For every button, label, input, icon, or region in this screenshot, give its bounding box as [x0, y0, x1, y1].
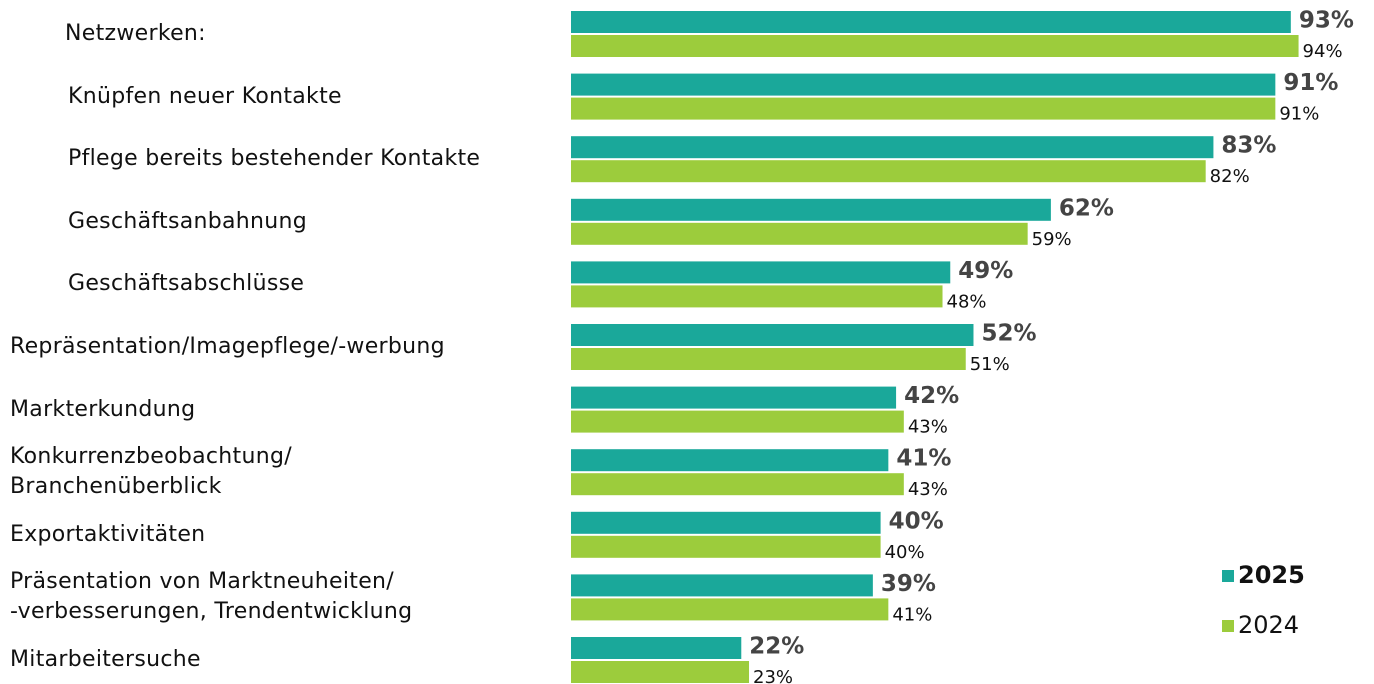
bar: [571, 136, 1214, 159]
value-label: 41%: [896, 446, 951, 472]
legend-label: 2025: [1238, 561, 1305, 589]
category-label: Repräsentation/Imagepflege/-werbung: [10, 334, 445, 359]
value-label: 42%: [904, 383, 959, 409]
legend-swatch: [1222, 620, 1234, 632]
category-label: Netzwerken:: [65, 21, 206, 46]
bar: [571, 348, 966, 370]
bar: [571, 410, 904, 433]
bar: [571, 535, 881, 558]
bar: [571, 222, 1028, 245]
value-label: 49%: [958, 258, 1013, 284]
value-label: 48%: [947, 291, 987, 312]
value-label: 83%: [1221, 133, 1276, 159]
value-label: 52%: [981, 321, 1036, 347]
value-label: 94%: [1303, 41, 1343, 62]
value-label: 41%: [892, 604, 932, 625]
value-label: 39%: [881, 571, 936, 597]
bar: [571, 661, 750, 683]
bar: [571, 449, 889, 472]
value-label: 40%: [885, 542, 925, 563]
category-label: Geschäftsanbahnung: [68, 208, 308, 234]
category-label: Exportaktivitäten: [10, 521, 206, 547]
bar: [571, 637, 742, 659]
value-label: 82%: [1210, 166, 1250, 187]
value-label: 62%: [1059, 195, 1114, 221]
bar: [571, 473, 904, 496]
category-label: Mitarbeitersuche: [10, 647, 201, 672]
bar: [571, 386, 897, 409]
bar: [571, 598, 889, 621]
category-label: Knüpfen neuer Kontakte: [68, 83, 342, 109]
bar: [571, 198, 1051, 221]
bar: [571, 261, 951, 284]
value-label: 22%: [749, 634, 804, 660]
bar: [571, 97, 1276, 120]
category-label: Markterkundung: [10, 396, 196, 422]
legend-swatch: [1222, 570, 1234, 582]
value-label: 43%: [908, 417, 948, 438]
value-label: 40%: [889, 508, 944, 534]
bar: [571, 324, 974, 346]
value-label: 91%: [1283, 70, 1338, 96]
category-label: Präsentation von Marktneuheiten/ -verbes…: [10, 569, 413, 625]
bar: [571, 35, 1299, 57]
bar: [571, 73, 1276, 96]
value-label: 43%: [908, 479, 948, 500]
value-label: 93%: [1299, 8, 1354, 34]
bar: [571, 285, 943, 308]
value-label: 91%: [1279, 104, 1319, 125]
bar: [571, 511, 881, 534]
value-label: 59%: [1032, 229, 1072, 250]
legend-label: 2024: [1238, 611, 1299, 639]
category-label: Pflege bereits bestehender Kontakte: [68, 146, 481, 172]
category-label: Konkurrenzbeobachtung/ Branchenüberblick: [10, 444, 292, 500]
bar: [571, 11, 1291, 33]
value-label: 23%: [753, 667, 793, 684]
value-label: 51%: [970, 354, 1010, 375]
bar: [571, 574, 873, 597]
bar: [571, 160, 1206, 183]
category-label: Geschäftsabschlüsse: [68, 271, 305, 297]
